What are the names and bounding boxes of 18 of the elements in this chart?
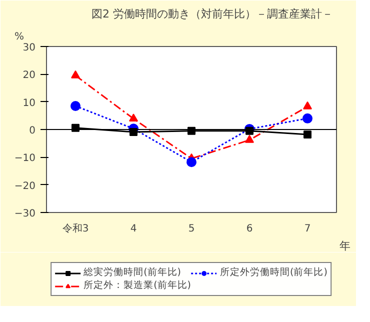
y-tick-label: 0 [29,126,36,136]
x-tick-label: 5 [188,224,195,234]
x-tick-label: 7 [304,224,311,234]
y-tick-label: −20 [14,180,36,192]
x-tick-label: 4 [130,224,137,234]
y-axis-title: % [14,32,24,42]
y-tick-label: 20 [22,70,36,82]
legend-label: 所定外：製造業(前年比) [84,279,191,292]
x-tick-label: 令和3 [62,222,89,234]
y-tick-label: −10 [14,153,36,164]
x-axis-title: 年 [340,240,350,252]
y-tick-label: 10 [22,98,36,109]
x-tick-label: 6 [246,224,253,234]
legend-label: 所定外労働時間(前年比) [220,266,328,279]
y-tick-label: 30 [22,42,36,54]
y-tick-label: −30 [14,208,36,220]
legend-label: 総実労働時間(前年比) [84,266,181,279]
chart-title: 図2 労働時間の動き（対前年比）－調査産業計－ [92,8,334,20]
